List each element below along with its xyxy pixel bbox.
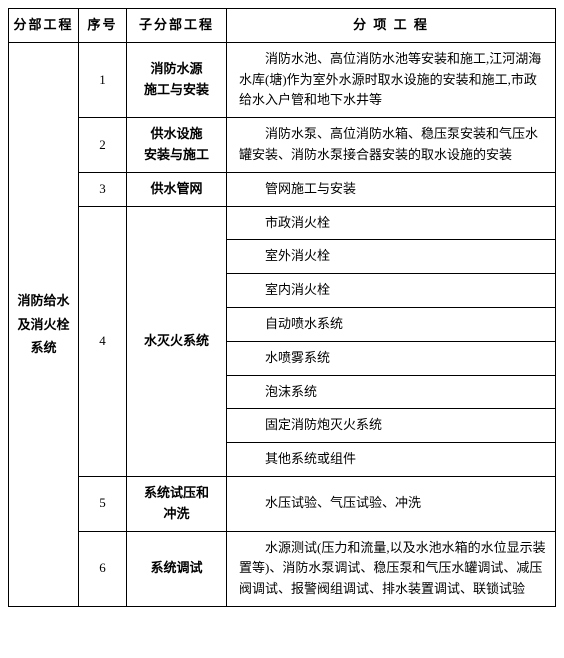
header-subdivision: 子分部工程 — [127, 9, 227, 43]
item-4-4: 自动喷水系统 — [227, 307, 556, 341]
main-category-line3: 系统 — [13, 336, 74, 359]
seq-6: 6 — [79, 531, 127, 606]
detail-3: 管网施工与安装 — [227, 172, 556, 206]
item-4-1: 市政消火栓 — [227, 206, 556, 240]
header-sequence: 序号 — [79, 9, 127, 43]
item-4-7: 固定消防炮灭火系统 — [227, 409, 556, 443]
header-row: 分部工程 序号 子分部工程 分 项 工 程 — [9, 9, 556, 43]
seq-3: 3 — [79, 172, 127, 206]
table-row: 4 水灭火系统 市政消火栓 — [9, 206, 556, 240]
table-row: 3 供水管网 管网施工与安装 — [9, 172, 556, 206]
detail-6: 水源测试(压力和流量,以及水池水箱的水位显示装置等)、消防水泵调试、稳压泵和气压… — [227, 531, 556, 606]
engineering-table: 分部工程 序号 子分部工程 分 项 工 程 消防给水 及消火栓 系统 1 消防水… — [8, 8, 556, 607]
main-category-cell: 消防给水 及消火栓 系统 — [9, 42, 79, 606]
seq-1: 1 — [79, 42, 127, 117]
table-row: 2 供水设施 安装与施工 消防水泵、高位消防水箱、稳压泵安装和气压水罐安装、消防… — [9, 118, 556, 173]
detail-5: 水压试验、气压试验、冲洗 — [227, 476, 556, 531]
table-row: 5 系统试压和 冲洗 水压试验、气压试验、冲洗 — [9, 476, 556, 531]
header-division: 分部工程 — [9, 9, 79, 43]
item-4-3: 室内消火栓 — [227, 274, 556, 308]
seq-2: 2 — [79, 118, 127, 173]
main-category-line1: 消防给水 — [13, 289, 74, 312]
sub-5: 系统试压和 冲洗 — [127, 476, 227, 531]
seq-5: 5 — [79, 476, 127, 531]
item-4-8: 其他系统或组件 — [227, 443, 556, 477]
main-category-line2: 及消火栓 — [13, 313, 74, 336]
table-row: 6 系统调试 水源测试(压力和流量,以及水池水箱的水位显示装置等)、消防水泵调试… — [9, 531, 556, 606]
header-item: 分 项 工 程 — [227, 9, 556, 43]
seq-4: 4 — [79, 206, 127, 476]
detail-1: 消防水池、高位消防水池等安装和施工,江河湖海水库(塘)作为室外水源时取水设施的安… — [227, 42, 556, 117]
item-4-2: 室外消火栓 — [227, 240, 556, 274]
sub-1: 消防水源 施工与安装 — [127, 42, 227, 117]
sub-2: 供水设施 安装与施工 — [127, 118, 227, 173]
sub-3: 供水管网 — [127, 172, 227, 206]
sub-4: 水灭火系统 — [127, 206, 227, 476]
table-row: 消防给水 及消火栓 系统 1 消防水源 施工与安装 消防水池、高位消防水池等安装… — [9, 42, 556, 117]
sub-6: 系统调试 — [127, 531, 227, 606]
item-4-5: 水喷雾系统 — [227, 341, 556, 375]
detail-2: 消防水泵、高位消防水箱、稳压泵安装和气压水罐安装、消防水泵接合器安装的取水设施的… — [227, 118, 556, 173]
item-4-6: 泡沫系统 — [227, 375, 556, 409]
